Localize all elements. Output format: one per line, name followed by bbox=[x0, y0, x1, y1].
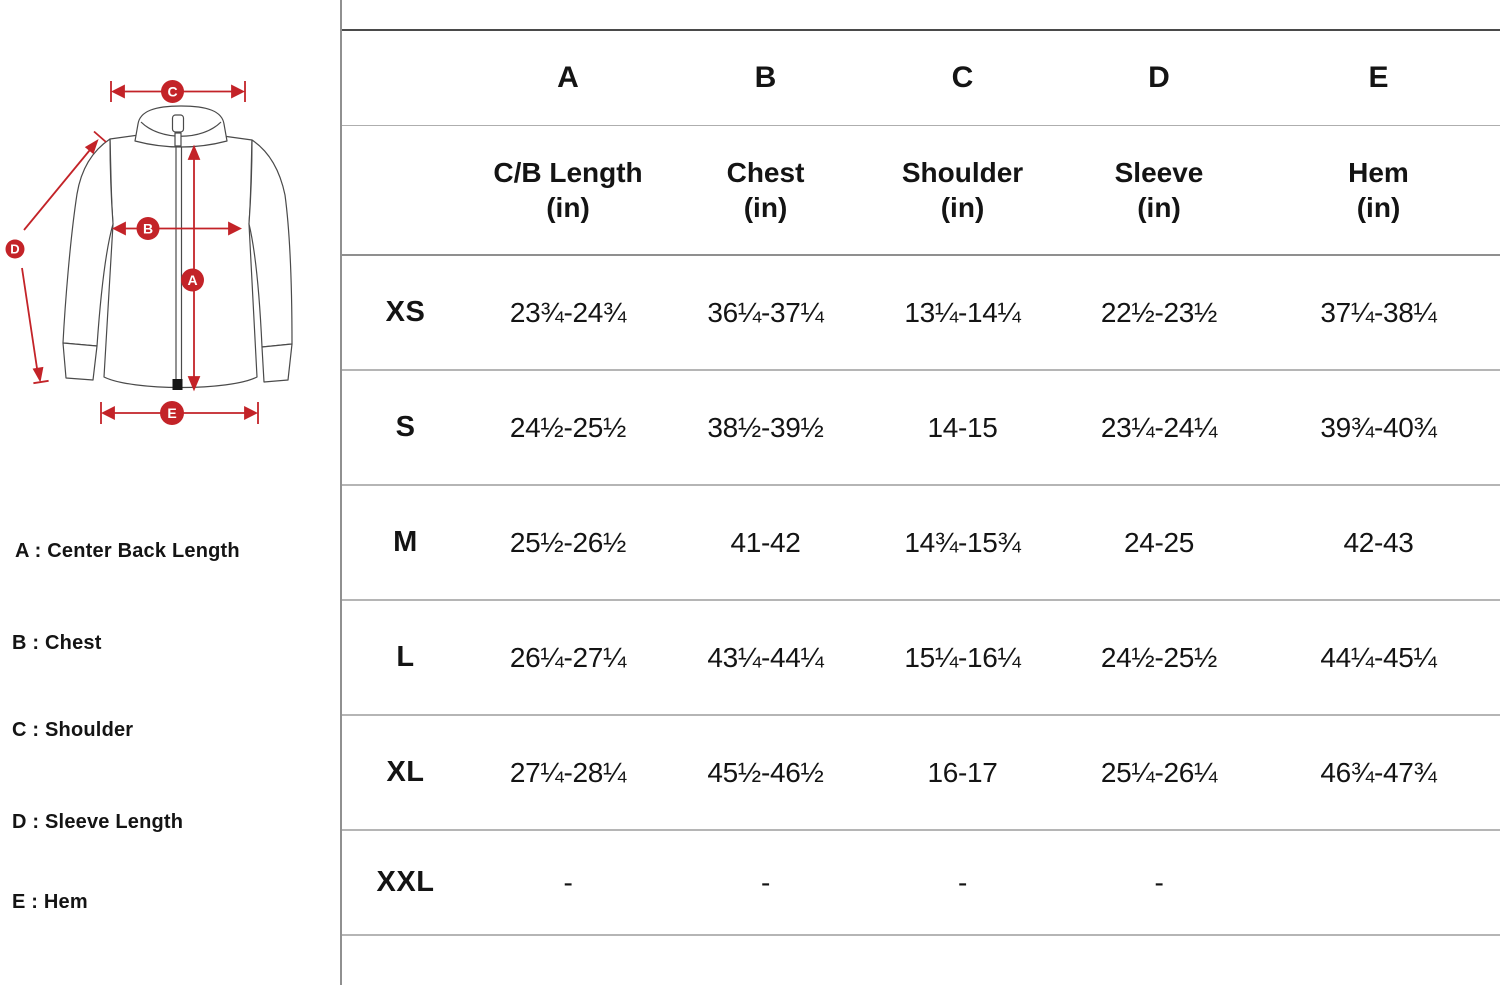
zipper-slider bbox=[174, 132, 182, 147]
legend-item-center-back-length: A : Center Back Length bbox=[15, 540, 240, 562]
column-unit: (in) bbox=[1137, 192, 1181, 223]
table-row-l: L 26¼-27¼ 43¼-44¼ 15¼-16¼ 24½-25½ 44¼-45… bbox=[342, 600, 1500, 715]
column-name: Hem bbox=[1348, 157, 1409, 188]
column-name: Chest bbox=[726, 157, 805, 188]
cell-m-hem: 42-43 bbox=[1343, 526, 1414, 558]
cell-l-cb-length: 26¼-27¼ bbox=[509, 641, 627, 673]
size-label-xl: XL bbox=[386, 756, 425, 788]
svg-text:C: C bbox=[167, 84, 177, 100]
legend-item-shoulder: C : Shoulder bbox=[12, 719, 134, 741]
svg-text:E: E bbox=[167, 405, 176, 421]
cell-l-hem: 44¼-45¼ bbox=[1320, 641, 1437, 673]
cell-m-cb-length: 25½-26½ bbox=[509, 526, 627, 558]
cell-xl-shoulder: 16-17 bbox=[927, 756, 998, 788]
column-unit: (in) bbox=[940, 192, 985, 223]
svg-text:A: A bbox=[187, 272, 197, 288]
cell-xs-sleeve: 22½-23½ bbox=[1100, 296, 1218, 328]
column-letter-c: C bbox=[951, 61, 974, 94]
column-letter-e: E bbox=[1368, 61, 1389, 94]
column-unit: (in) bbox=[743, 192, 788, 223]
cell-xs-chest: 36¼-37¼ bbox=[707, 296, 824, 328]
cell-xxl-shoulder: - bbox=[957, 866, 968, 898]
cell-xl-cb-length: 27¼-28¼ bbox=[509, 756, 627, 788]
legend-item-hem: E : Hem bbox=[12, 891, 88, 913]
corner-cell bbox=[342, 126, 469, 256]
cell-s-chest: 38½-39½ bbox=[707, 411, 824, 443]
cell-xs-shoulder: 13¼-14¼ bbox=[904, 296, 1021, 328]
cell-s-sleeve: 23¼-24¼ bbox=[1100, 411, 1218, 443]
cell-s-hem: 39¾-40¾ bbox=[1320, 411, 1437, 443]
cell-m-chest: 41-42 bbox=[730, 526, 801, 558]
table-row-xl: XL 27¼-28¼ 45½-46½ 16-17 25¼-26¼ 46¾-47¾ bbox=[342, 715, 1500, 830]
measurement-diagram-panel: C B A D E A : Center Back Length B : Che… bbox=[0, 0, 341, 985]
cell-xl-sleeve: 25¼-26¼ bbox=[1100, 756, 1218, 788]
table-row-xs: XS 23¾-24¾ 36¼-37¼ 13¼-14¼ 22½-23½ 37¼-3… bbox=[342, 255, 1500, 370]
legend-item-chest: B : Chest bbox=[12, 632, 102, 654]
table-row-xxl: XXL - - - - bbox=[342, 830, 1500, 935]
column-header-sleeve: Sleeve (in) bbox=[1061, 126, 1257, 256]
size-chart-panel: A B C D E C/B Length (in) Chest (in) Sho… bbox=[342, 0, 1500, 936]
cell-xs-hem: 37¼-38¼ bbox=[1320, 296, 1437, 328]
size-label-l: L bbox=[396, 641, 415, 673]
column-letter-a: A bbox=[557, 61, 579, 94]
marker-c-badge: C bbox=[161, 80, 184, 103]
cell-xxl-chest: - bbox=[760, 866, 771, 898]
cell-l-chest: 43¼-44¼ bbox=[707, 641, 824, 673]
cell-xl-hem: 46¾-47¾ bbox=[1320, 756, 1437, 788]
cell-xs-cb-length: 23¾-24¾ bbox=[509, 296, 627, 328]
marker-d-badge: D bbox=[5, 239, 25, 259]
svg-text:B: B bbox=[143, 221, 153, 237]
jacket-left-cuff bbox=[62, 342, 98, 381]
letter-header-row: A B C D E bbox=[342, 30, 1500, 126]
column-header-cb-length: C/B Length (in) bbox=[469, 126, 667, 256]
column-name: C/B Length bbox=[493, 157, 643, 188]
cell-s-shoulder: 14-15 bbox=[927, 411, 998, 443]
panel-divider bbox=[340, 0, 342, 985]
cell-xl-chest: 45½-46½ bbox=[707, 756, 824, 788]
cell-s-cb-length: 24½-25½ bbox=[509, 411, 627, 443]
marker-a-badge: A bbox=[181, 268, 204, 292]
cell-l-sleeve: 24½-25½ bbox=[1100, 641, 1218, 673]
column-letter-d: D bbox=[1148, 61, 1170, 94]
jacket-left-sleeve bbox=[62, 138, 114, 347]
size-label-xxl: XXL bbox=[376, 866, 435, 898]
column-header-hem: Hem (in) bbox=[1257, 126, 1500, 256]
table-row-s: S 24½-25½ 38½-39½ 14-15 23¼-24¼ 39¾-40¾ bbox=[342, 370, 1500, 485]
measure-b-arrow bbox=[111, 221, 243, 236]
svg-text:D: D bbox=[10, 242, 19, 257]
corner-cell bbox=[342, 30, 469, 126]
jacket-right-cuff bbox=[261, 343, 293, 383]
jacket-diagram: C B A D E bbox=[5, 80, 293, 425]
marker-e-badge: E bbox=[160, 401, 184, 425]
cell-xxl-sleeve: - bbox=[1154, 866, 1164, 898]
cell-m-sleeve: 24-25 bbox=[1123, 526, 1195, 558]
legend-item-sleeve-length: D : Sleeve Length bbox=[12, 811, 184, 833]
jacket-body bbox=[103, 134, 258, 389]
column-name: Sleeve bbox=[1114, 157, 1204, 188]
zipper-bottom-stop bbox=[172, 379, 183, 390]
column-header-chest: Chest (in) bbox=[667, 126, 864, 256]
column-unit: (in) bbox=[1356, 192, 1401, 223]
cell-m-shoulder: 14¾-15¾ bbox=[904, 526, 1021, 558]
size-label-xs: XS bbox=[385, 296, 426, 328]
size-chart-table: A B C D E C/B Length (in) Chest (in) Sho… bbox=[342, 29, 1500, 936]
marker-b-badge: B bbox=[136, 217, 160, 240]
cell-xxl-hem bbox=[1257, 830, 1500, 935]
size-label-s: S bbox=[395, 411, 416, 443]
column-unit: (in) bbox=[546, 192, 590, 223]
column-header-shoulder: Shoulder (in) bbox=[864, 126, 1061, 256]
column-name: Shoulder bbox=[901, 157, 1024, 188]
zipper-pull bbox=[171, 114, 185, 133]
size-label-m: M bbox=[393, 526, 418, 558]
table-row-m: M 25½-26½ 41-42 14¾-15¾ 24-25 42-43 bbox=[342, 485, 1500, 600]
column-name-row: C/B Length (in) Chest (in) Shoulder (in)… bbox=[342, 126, 1500, 256]
measure-d-arrow bbox=[21, 130, 107, 385]
column-letter-b: B bbox=[754, 61, 777, 94]
jacket-right-sleeve bbox=[248, 139, 293, 348]
cell-xxl-cb-length: - bbox=[563, 866, 573, 898]
measure-a-arrow bbox=[187, 144, 201, 392]
cell-l-shoulder: 15¼-16¼ bbox=[904, 641, 1021, 673]
